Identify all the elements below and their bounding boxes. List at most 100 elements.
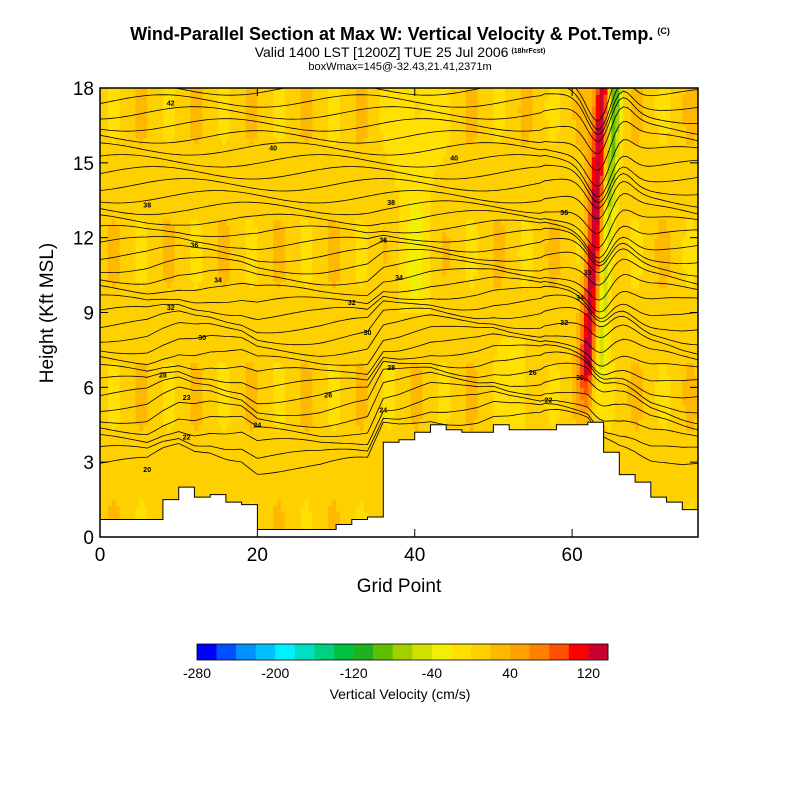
velocity-cell	[265, 237, 270, 245]
velocity-cell	[229, 449, 235, 457]
velocity-cell	[123, 412, 129, 420]
velocity-cell	[237, 137, 243, 145]
velocity-cell	[245, 106, 251, 114]
velocity-cell	[296, 187, 302, 195]
velocity-cell	[273, 362, 278, 370]
velocity-cell	[174, 374, 180, 382]
velocity-cell	[253, 106, 258, 114]
velocity-cell	[218, 231, 223, 239]
velocity-cell	[332, 337, 337, 345]
velocity-cell	[316, 243, 321, 251]
velocity-cell	[288, 356, 294, 363]
velocity-cell	[202, 437, 207, 445]
velocity-cell	[316, 487, 321, 494]
velocity-cell	[131, 399, 136, 407]
velocity-cell	[265, 337, 270, 345]
velocity-cell	[123, 250, 129, 257]
velocity-cell	[147, 250, 152, 257]
velocity-cell	[229, 131, 235, 139]
velocity-cell	[119, 424, 125, 432]
velocity-cell	[115, 468, 121, 476]
velocity-cell	[131, 256, 136, 264]
velocity-cell	[296, 287, 302, 295]
velocity-cell	[147, 131, 152, 139]
velocity-cell	[336, 487, 341, 494]
velocity-cell	[170, 218, 176, 226]
velocity-cell	[332, 150, 337, 158]
velocity-cell	[214, 268, 219, 276]
velocity-cell	[308, 281, 314, 289]
velocity-cell	[339, 387, 345, 395]
velocity-cell	[143, 331, 148, 339]
velocity-cell	[292, 480, 298, 488]
velocity-cell	[151, 387, 156, 395]
velocity-cell	[245, 250, 251, 257]
velocity-cell	[135, 94, 140, 102]
velocity-cell	[174, 225, 180, 233]
velocity-cell	[316, 187, 321, 195]
velocity-cell	[347, 131, 353, 139]
velocity-cell	[237, 218, 243, 226]
velocity-cell	[225, 399, 231, 407]
velocity-cell	[316, 162, 321, 170]
velocity-cell	[343, 237, 349, 245]
velocity-cell	[194, 356, 199, 363]
velocity-cell	[277, 243, 282, 251]
velocity-cell	[284, 462, 290, 470]
velocity-cell	[320, 181, 325, 189]
velocity-cell	[100, 455, 105, 463]
velocity-cell	[229, 262, 235, 270]
velocity-cell	[119, 368, 125, 376]
velocity-cell	[174, 381, 180, 388]
velocity-cell	[269, 275, 274, 282]
velocity-cell	[336, 268, 341, 276]
velocity-cell	[166, 268, 172, 276]
velocity-cell	[225, 88, 231, 95]
velocity-cell	[245, 356, 251, 363]
velocity-cell	[147, 505, 152, 513]
velocity-cell	[339, 499, 345, 507]
velocity-cell	[269, 418, 274, 426]
velocity-cell	[273, 281, 278, 289]
velocity-cell	[320, 493, 325, 501]
velocity-cell	[336, 119, 341, 127]
velocity-cell	[292, 94, 298, 102]
velocity-cell	[355, 131, 361, 139]
velocity-cell	[131, 512, 136, 519]
velocity-cell	[143, 169, 148, 176]
velocity-cell	[320, 287, 325, 295]
velocity-cell	[100, 94, 105, 102]
velocity-cell	[253, 293, 258, 301]
velocity-cell	[277, 194, 282, 201]
velocity-cell	[218, 131, 223, 139]
velocity-cell	[123, 281, 129, 289]
velocity-cell	[123, 243, 129, 251]
velocity-cell	[166, 194, 172, 201]
velocity-cell	[233, 455, 239, 463]
velocity-cell	[355, 300, 361, 307]
velocity-cell	[218, 368, 223, 376]
velocity-cell	[233, 300, 239, 307]
velocity-cell	[257, 106, 262, 114]
velocity-cell	[198, 449, 203, 457]
velocity-cell	[147, 349, 152, 357]
velocity-cell	[194, 393, 199, 401]
velocity-cell	[292, 462, 298, 470]
velocity-cell	[127, 243, 133, 251]
velocity-cell	[237, 100, 243, 108]
velocity-cell	[151, 312, 156, 320]
velocity-cell	[347, 256, 353, 264]
velocity-cell	[198, 206, 203, 214]
velocity-cell	[135, 337, 140, 345]
velocity-cell	[162, 300, 168, 307]
velocity-cell	[123, 318, 129, 326]
velocity-cell	[103, 455, 109, 463]
velocity-cell	[186, 331, 192, 339]
velocity-cell	[206, 312, 211, 320]
velocity-cell	[237, 362, 243, 370]
velocity-cell	[280, 194, 286, 201]
velocity-cell	[257, 487, 262, 494]
velocity-cell	[103, 437, 109, 445]
velocity-cell	[324, 181, 329, 189]
velocity-cell	[261, 306, 266, 314]
